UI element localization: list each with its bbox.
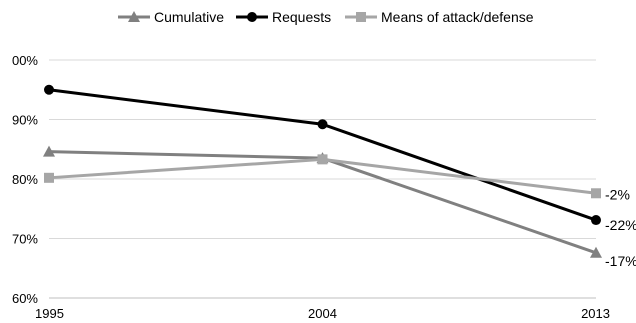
axes: 60% 70% 80% 90% 00% 1995 2004 2013 xyxy=(12,53,610,321)
y-tick-label: 00% xyxy=(12,53,38,68)
legend-marker xyxy=(247,12,257,22)
y-tick-label: 70% xyxy=(12,232,38,247)
data-point-requests xyxy=(591,215,601,226)
end-labels: -17% -22% -2% xyxy=(605,186,636,269)
legend-item-means-of-attack-defense: Means of attack/defense xyxy=(345,9,534,25)
legend-marker xyxy=(128,11,140,22)
gridlines xyxy=(49,59,596,299)
data-point-means-of-attack-defense xyxy=(317,154,328,165)
data-point-means-of-attack-defense xyxy=(44,172,54,183)
data-point-requests xyxy=(44,84,54,95)
legend-item-cumulative: Cumulative xyxy=(118,9,224,25)
series-line-means-of-attack-defense xyxy=(48,157,597,195)
data-point-cumulative xyxy=(43,145,55,157)
data-point-means-of-attack-defense xyxy=(591,188,601,199)
legend-marker xyxy=(356,12,366,22)
y-tick-label: 60% xyxy=(12,291,38,306)
end-label-means-of-attack-defense: -2% xyxy=(605,186,630,202)
x-tick-label: 2013 xyxy=(581,306,610,321)
end-label-requests: -22% xyxy=(605,217,636,233)
legend-item-requests: Requests xyxy=(236,9,331,25)
legend-label: Means of attack/defense xyxy=(381,9,534,25)
legend: Cumulative Requests Means of attack/defens… xyxy=(118,9,534,25)
series-line-cumulative xyxy=(48,150,597,255)
data-point-cumulative xyxy=(590,246,602,258)
legend-label: Requests xyxy=(272,9,331,25)
series xyxy=(43,84,602,258)
end-label-cumulative: -17% xyxy=(605,253,636,269)
y-tick-label: 90% xyxy=(12,113,38,128)
x-tick-label: 1995 xyxy=(35,306,64,321)
data-point-requests xyxy=(317,119,328,130)
legend-label: Cumulative xyxy=(154,9,224,25)
y-tick-label: 80% xyxy=(12,172,38,187)
x-tick-label: 2004 xyxy=(308,306,337,321)
